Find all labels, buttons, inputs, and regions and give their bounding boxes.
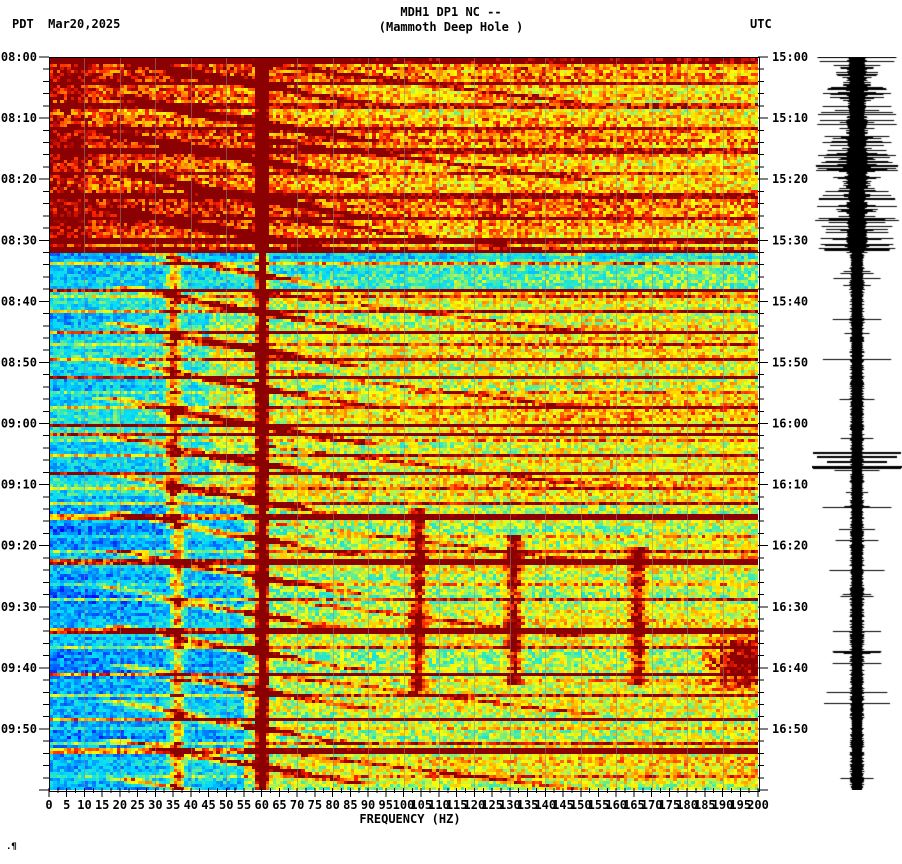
left-time-tick-label: 09:50 [1,722,37,736]
left-time-tick-label: 08:00 [1,50,37,64]
frequency-tick-label: 140 [534,798,556,812]
frequency-tick-label: 20 [113,798,127,812]
right-time-tick-label: 16:10 [772,478,808,492]
frequency-tick-label: 80 [325,798,339,812]
frequency-tick-label: 175 [659,798,681,812]
right-time-tick-label: 15:30 [772,233,808,247]
pdt-date-label: PDT Mar20,2025 [12,17,121,31]
frequency-tick-label: 105 [410,798,432,812]
left-time-axis: 08:00 08:10 08:20 08:30 08:40 08:50 09:00 09:10… [1,50,49,791]
right-time-tick-label: 15:50 [772,355,808,369]
frequency-tick-label: 70 [290,798,304,812]
frequency-tick-label: 145 [552,798,574,812]
frequency-tick-label: 165 [623,798,645,812]
frequency-tick-label: 5 [63,798,70,812]
frequency-tick-label: 180 [676,798,698,812]
frequency-tick-label: 45 [201,798,215,812]
spectrogram-plot[interactable] [49,57,758,790]
right-time-tick-label: 16:20 [772,539,808,553]
frequency-tick-label: 185 [694,798,716,812]
seismogram-trace[interactable] [812,57,902,790]
left-time-tick-label: 09:00 [1,417,37,431]
station-title: MDH1 DP1 NC -- [400,5,502,19]
left-time-tick-label: 08:50 [1,355,37,369]
right-time-tick-label: 15:40 [772,294,808,308]
frequency-tick-label: 85 [343,798,357,812]
left-time-tick-label: 08:40 [1,294,37,308]
right-time-tick-label: 15:20 [772,172,808,186]
frequency-axis-title: FREQUENCY (HZ) [359,812,461,826]
frequency-tick-label: 40 [184,798,198,812]
spectrogram-image[interactable] [49,57,758,790]
left-time-tick-label: 08:30 [1,233,37,247]
frequency-tick-label: 25 [130,798,144,812]
frequency-tick-label: 110 [428,798,450,812]
utc-label: UTC [750,17,772,31]
frequency-tick-label: 60 [254,798,268,812]
frequency-tick-label: 90 [361,798,375,812]
right-time-tick-label: 16:50 [772,722,808,736]
right-time-tick-label: 15:10 [772,111,808,125]
frequency-tick-label: 135 [517,798,539,812]
left-time-tick-label: 09:30 [1,600,37,614]
frequency-axis: 0 5 10 15 20 25 30 35 40 45 50 55 60 65 70 75 80 85 90 95 10… [45,788,769,812]
frequency-tick-label: 50 [219,798,233,812]
frequency-tick-label: 10 [77,798,91,812]
frequency-tick-label: 195 [729,798,751,812]
frequency-tick-label: 150 [570,798,592,812]
title-block: MDH1 DP1 NC -- (Mammoth Deep Hole ) [0,5,902,34]
frequency-tick-label: 35 [166,798,180,812]
left-time-tick-label: 08:20 [1,172,37,186]
frequency-tick-label: 120 [464,798,486,812]
right-time-tick-label: 15:00 [772,50,808,64]
frequency-tick-label: 30 [148,798,162,812]
right-time-tick-label: 16:00 [772,417,808,431]
frequency-tick-label: 170 [641,798,663,812]
left-time-tick-label: 09:20 [1,539,37,553]
frequency-tick-label: 100 [393,798,415,812]
station-subtitle: (Mammoth Deep Hole ) [378,20,524,34]
seismogram-panel[interactable] [812,57,902,790]
right-time-tick-label: 16:40 [772,661,808,675]
frequency-tick-label: 15 [95,798,109,812]
header-bar: PDT Mar20,2025 MDH1 DP1 NC -- (Mammoth D… [0,0,902,48]
frequency-tick-label: 75 [308,798,322,812]
frequency-tick-label: 160 [605,798,627,812]
right-time-axis: 15:00 15:10 15:20 15:30 15:40 15:50 16:00 16:10… [758,50,808,791]
left-time-tick-label: 08:10 [1,111,37,125]
left-time-tick-label: 09:10 [1,478,37,492]
corner-mark: .¶ [6,842,17,852]
frequency-tick-label: 0 [45,798,52,812]
frequency-tick-label: 130 [499,798,521,812]
left-time-tick-label: 09:40 [1,661,37,675]
right-time-tick-label: 16:30 [772,600,808,614]
frequency-tick-label: 65 [272,798,286,812]
frequency-tick-label: 115 [446,798,468,812]
frequency-tick-label: 200 [747,798,769,812]
frequency-tick-label: 155 [588,798,610,812]
frequency-tick-label: 190 [712,798,734,812]
frequency-tick-label: 55 [237,798,251,812]
frequency-tick-label: 95 [379,798,393,812]
frequency-tick-label: 125 [481,798,503,812]
